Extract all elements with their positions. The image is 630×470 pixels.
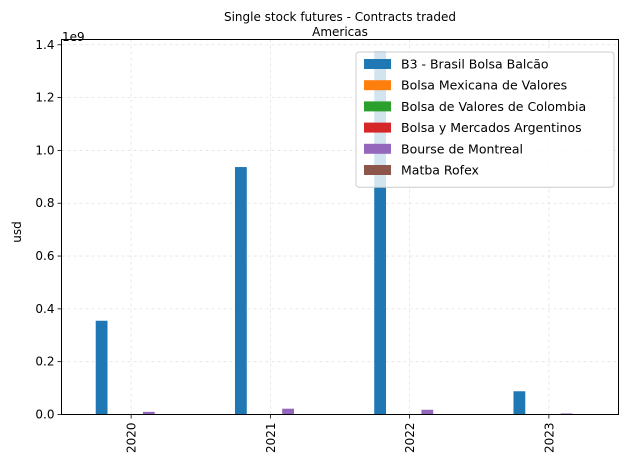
- legend-swatch: [364, 122, 391, 133]
- x-tick-label: 2020: [125, 423, 139, 454]
- legend-swatch: [364, 143, 391, 154]
- x-tick-label: 2022: [403, 423, 417, 454]
- axes-layer: 0.0 0.2 0.4 0.6 0.8 1.0 1.2 1.4 2020 2021 2022 2023: [35, 38, 556, 453]
- bar: [421, 409, 434, 415]
- bar: [560, 413, 573, 415]
- x-tick-label: 2021: [264, 423, 278, 454]
- bar: [513, 391, 526, 415]
- y-tick-label: 0.4: [35, 302, 54, 316]
- legend-label: Bolsa y Mercados Argentinos: [401, 120, 582, 135]
- legend-swatch: [364, 165, 391, 175]
- y-tick-label: 0.6: [35, 249, 54, 263]
- legend-label: Bolsa Mexicana de Valores: [401, 78, 567, 93]
- bars-layer: [95, 51, 573, 415]
- bar: [282, 408, 294, 415]
- y-tick-label: 1.4: [35, 38, 54, 52]
- legend-label: Bolsa de Valores de Colombia: [401, 99, 586, 114]
- legend-label: Bourse de Montreal: [401, 141, 523, 156]
- legend: B3 - Brasil Bolsa Balcão Bolsa Mexicana d…: [355, 51, 615, 188]
- bar: [142, 411, 155, 415]
- legend-swatch: [364, 59, 391, 69]
- y-tick-label: 1.2: [35, 91, 54, 105]
- legend-label: B3 - Brasil Bolsa Balcão: [401, 57, 549, 72]
- legend-label: Matba Rofex: [401, 163, 479, 178]
- y-tick-label: 0.8: [35, 196, 54, 210]
- bar: [95, 320, 108, 415]
- y-tick-label: 0.2: [35, 355, 54, 369]
- legend-swatch: [364, 101, 391, 112]
- y-tick-label: 0.0: [35, 408, 54, 422]
- y-axis-label: usd: [10, 221, 24, 242]
- y-tick-label: 1.0: [35, 143, 54, 157]
- bar: [374, 51, 387, 415]
- x-tick-label: 2023: [542, 423, 556, 454]
- bar: [234, 167, 247, 415]
- y-multiplier-label: 1e9: [62, 30, 85, 44]
- legend-swatch: [364, 80, 391, 91]
- legend-box: [355, 51, 615, 188]
- plot-frame: [61, 39, 619, 415]
- chart-title: Single stock futures - Contracts traded: [224, 10, 456, 24]
- chart-subtitle: Americas: [312, 25, 368, 39]
